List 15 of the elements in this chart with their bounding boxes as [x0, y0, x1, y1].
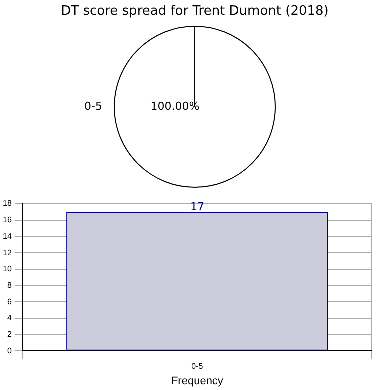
x-axis-title: Frequency	[171, 375, 224, 388]
y-tick-label: 18	[2, 199, 12, 208]
y-tick-label: 14	[2, 232, 12, 241]
y-tick-label: 10	[2, 264, 12, 274]
y-tick-label: 2	[7, 330, 12, 340]
chart-title: DT score spread for Trent Dumont (2018)	[60, 3, 330, 21]
data-label: 100.00%	[150, 100, 200, 113]
y-tick-label: 6	[7, 297, 12, 306]
y-tick-label: 8	[7, 280, 12, 290]
data-label: 17	[190, 200, 204, 214]
y-tick-label: 0	[7, 346, 12, 356]
y-tick-label: 12	[2, 248, 12, 258]
slice-label: 0-5	[84, 100, 102, 113]
y-tick-label: 16	[2, 216, 12, 225]
y-tick-label: 4	[7, 314, 12, 323]
